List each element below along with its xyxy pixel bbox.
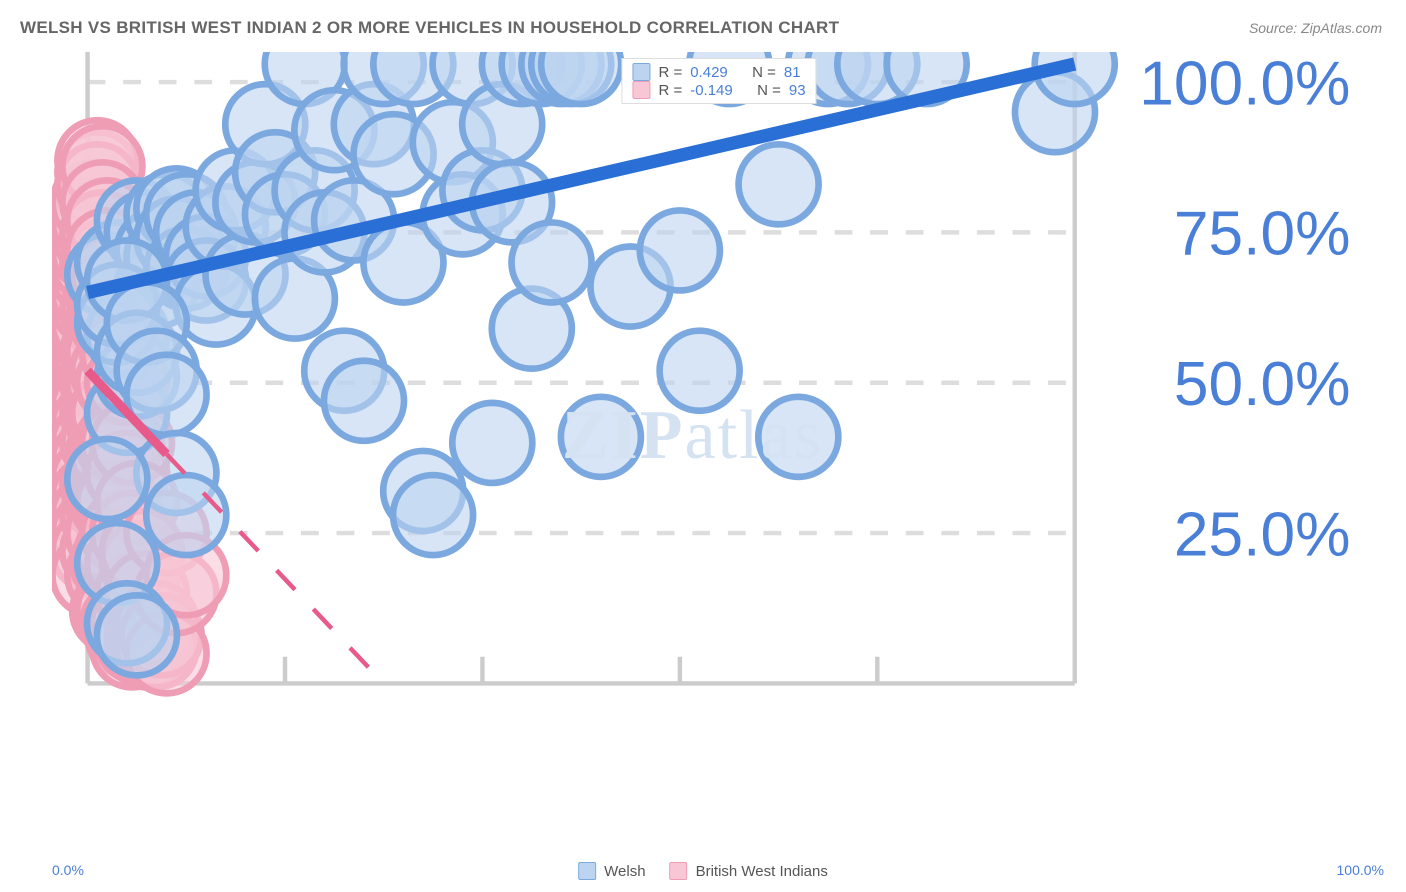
- chart-container: WELSH VS BRITISH WEST INDIAN 2 OR MORE V…: [0, 0, 1406, 892]
- x-tick-min: 0.0%: [52, 862, 84, 878]
- y-tick-label: 75.0%: [1174, 200, 1351, 269]
- legend-item: British West Indians: [670, 862, 828, 880]
- legend-correlation-row: R =-0.149 N =93: [632, 81, 805, 99]
- x-tick-max: 100.0%: [1337, 862, 1384, 878]
- legend-item: Welsh: [578, 862, 645, 880]
- legend-r-value: 0.429: [690, 64, 728, 81]
- legend-n-value: 81: [784, 64, 801, 81]
- y-tick-label: 25.0%: [1174, 500, 1351, 569]
- legend-swatch: [632, 63, 650, 81]
- legend-swatch: [578, 862, 596, 880]
- legend-swatch: [670, 862, 688, 880]
- y-tick-label: 50.0%: [1174, 350, 1351, 419]
- scatter-plot: 25.0% 50.0% 75.0% 100.0%: [52, 52, 1386, 719]
- legend-label: Welsh: [604, 863, 645, 880]
- chart-title: WELSH VS BRITISH WEST INDIAN 2 OR MORE V…: [20, 18, 839, 38]
- legend-correlation: R =0.429 N =81R =-0.149 N =93: [621, 58, 816, 104]
- legend-label: British West Indians: [696, 863, 828, 880]
- legend-series: Welsh British West Indians: [578, 862, 828, 880]
- legend-r-value: -0.149: [690, 82, 733, 99]
- y-tick-label: 100.0%: [1139, 52, 1350, 118]
- legend-swatch: [632, 81, 650, 99]
- source-attribution: Source: ZipAtlas.com: [1249, 20, 1382, 36]
- legend-correlation-row: R =0.429 N =81: [632, 63, 805, 81]
- legend-n-value: 93: [789, 82, 806, 99]
- chart-area: 25.0%50.0%75.0%100.0% ZIPatlas R =0.429 …: [52, 52, 1386, 852]
